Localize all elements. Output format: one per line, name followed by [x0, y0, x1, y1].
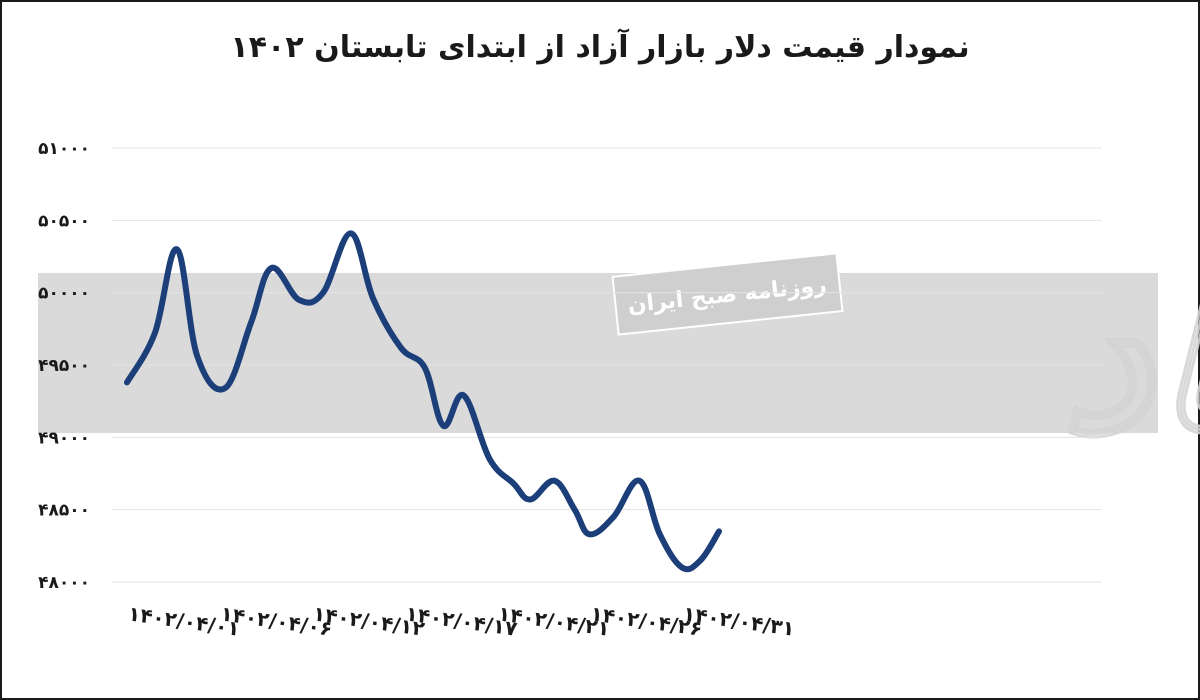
- watermark-brand-text: دنیای اقتصاد: [1060, 233, 1200, 480]
- x-axis-ticks: ۱۴۰۲/۰۴/۰۱۱۴۰۲/۰۴/۰۶۱۴۰۲/۰۴/۱۲۱۴۰۲/۰۴/۱۷…: [127, 601, 797, 640]
- y-tick-label: ۵۰۵۰۰: [38, 211, 90, 231]
- y-tick-label: ۴۸۵۰۰: [38, 501, 90, 521]
- watermark-newspaper-box: [611, 252, 844, 336]
- series-line-usd-price: [124, 230, 722, 573]
- y-axis-ticks: ۴۸۰۰۰ ۴۸۵۰۰ ۴۹۰۰۰ ۴۹۵۰۰ ۵۰۰۰۰ ۵۰۵۰۰ ۵۱۰۰۰: [38, 139, 90, 593]
- chart-title: نمودار قیمت دلار بازار آزاد از ابتدای تا…: [230, 30, 970, 65]
- y-tick-label: ۵۱۰۰۰: [38, 139, 90, 159]
- y-tick-label: ۴۸۰۰۰: [38, 573, 90, 593]
- watermark-band: [38, 273, 1158, 433]
- grid-lines: [112, 147, 1102, 583]
- y-tick-label: ۵۰۰۰۰: [38, 284, 90, 304]
- y-tick-label: ۴۹۰۰۰: [38, 428, 90, 448]
- y-tick-label: ۴۹۵۰۰: [38, 356, 90, 376]
